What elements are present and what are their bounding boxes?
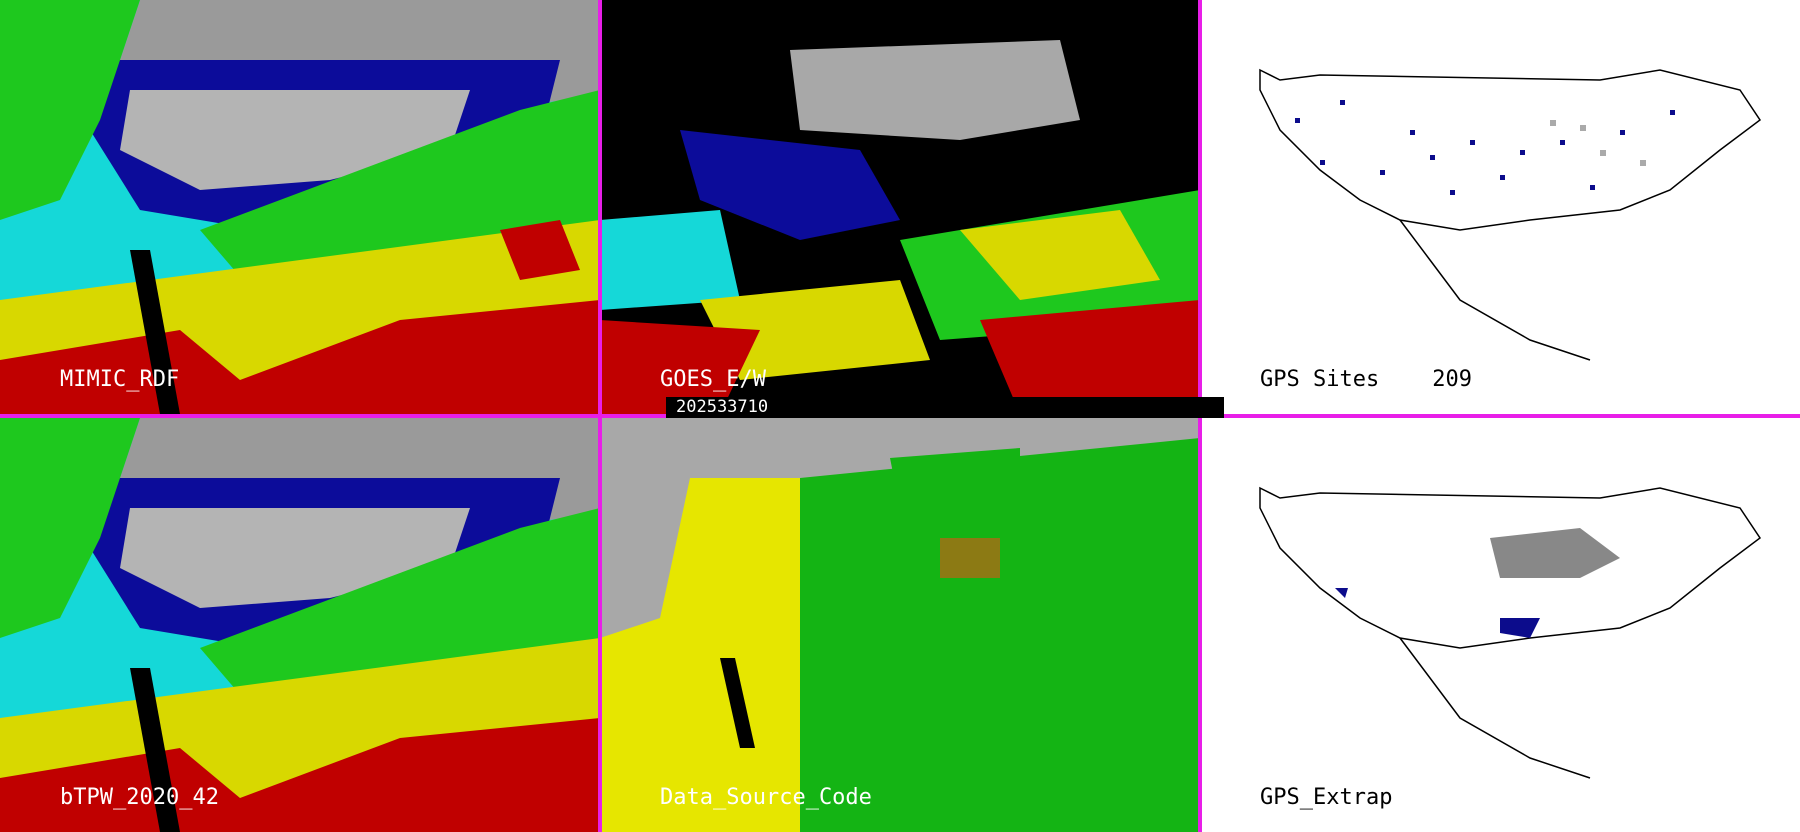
gps-extrap-map-image xyxy=(1200,418,1800,832)
map-panel-data-source-code: Data_Source_Code xyxy=(600,418,1200,832)
panel-label: bTPW_2020_42 xyxy=(60,785,219,810)
gps-site-count: 209 xyxy=(1432,367,1472,392)
panel-label: GPS_Extrap xyxy=(1260,785,1393,810)
btpw-map-image xyxy=(0,418,600,832)
map-panel-gps-extrap: GPS_Extrap xyxy=(1200,418,1800,832)
gps-site-markers xyxy=(1295,100,1675,195)
tpw-map-image xyxy=(0,0,600,414)
panel-label: GPS Sites 209 xyxy=(1260,367,1472,392)
timestamp-bar: 202533710 xyxy=(666,397,1224,418)
panel-label: GOES_E/W xyxy=(660,367,766,392)
map-panel-goes: GOES_E/W xyxy=(600,0,1200,414)
map-panel-btpw: bTPW_2020_42 xyxy=(0,418,600,832)
map-panel-gps-sites: GPS Sites 209 xyxy=(1200,0,1800,414)
goes-map-image xyxy=(600,0,1200,414)
gps-sites-map-image xyxy=(1200,0,1800,414)
panel-label: Data_Source_Code xyxy=(660,785,872,810)
data-source-map-image xyxy=(600,418,1200,832)
panel-label: MIMIC_RDF xyxy=(60,367,180,392)
map-panel-mimic-rdf: MIMIC_RDF xyxy=(0,0,600,414)
